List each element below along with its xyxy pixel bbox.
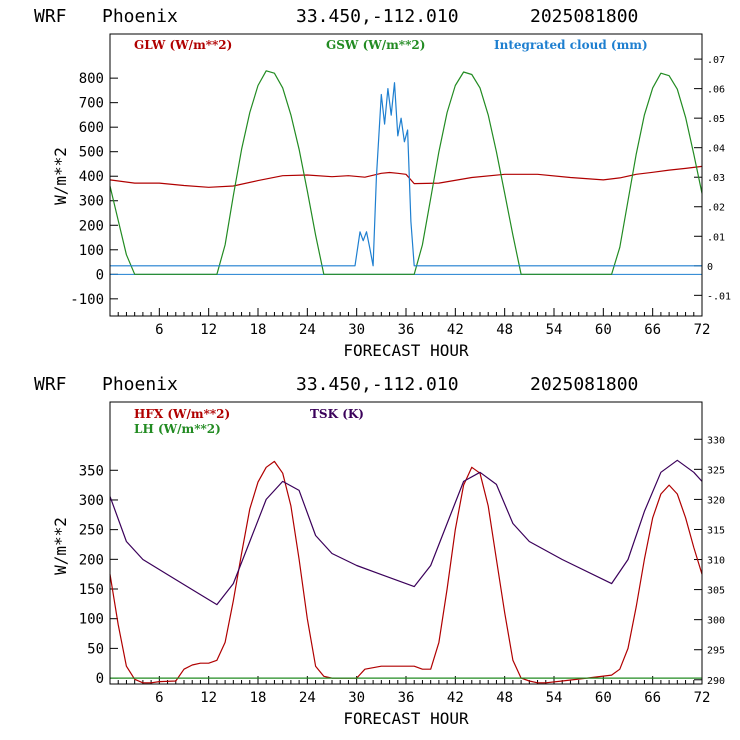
x-tick-label-1-10: 66	[644, 690, 661, 706]
x-tick-label-0-10: 66	[644, 322, 661, 338]
y2-tick-label-0-3: .02	[707, 203, 725, 214]
top-y-axis-label: W/m**2	[51, 147, 70, 205]
y-tick-label-0-5: 400	[79, 169, 104, 185]
y2-tick-label-0-7: .06	[707, 85, 725, 96]
x-tick-label-1-11: 72	[694, 690, 711, 706]
top-plot-area: 6 12 18 24 30 36 42 48 54 60 66 72 -100 0 100 200 300 400…	[70, 55, 731, 338]
legend-cloud: Integrated cloud (mm)	[494, 38, 648, 52]
bottom-y-axis-label: W/m**2	[51, 517, 70, 575]
x-tick-label-0-6: 42	[447, 322, 464, 338]
y-tick-label-1-0: 0	[96, 671, 104, 687]
legend-lh: LH (W/m**2)	[134, 422, 221, 436]
top-plot-frame	[109, 33, 703, 317]
bottom-plot-frame	[109, 401, 703, 685]
y-tick-label-0-8: 700	[79, 96, 104, 112]
header-run: 2025081800	[530, 6, 638, 27]
series-line-hfx-w-m-2	[109, 460, 703, 684]
legend-tsk: TSK (K)	[310, 407, 364, 421]
bottom-plot-area: 6 12 18 24 30 36 42 48 54 60 66 72 0 50 100 150 200 250 30…	[79, 435, 725, 706]
y-tick-label-1-1: 50	[87, 641, 104, 657]
x-tick-label-1-8: 54	[546, 690, 563, 706]
x-tick-label-1-2: 18	[250, 690, 267, 706]
y2-tick-label-0-4: .03	[707, 173, 725, 184]
y2-tick-label-0-5: .04	[707, 144, 725, 155]
y2-tick-label-1-1: 295	[707, 646, 725, 657]
x-tick-label-0-2: 18	[250, 322, 267, 338]
header-location: Phoenix	[102, 6, 178, 27]
y-tick-label-1-3: 150	[79, 582, 104, 598]
legend-glw: GLW (W/m**2)	[134, 38, 232, 52]
x-tick-label-0-8: 54	[546, 322, 563, 338]
x-tick-label-1-7: 48	[496, 690, 513, 706]
top-x-axis-label: FORECAST HOUR	[343, 341, 469, 360]
y2-tick-label-1-5: 315	[707, 525, 725, 536]
y2-tick-label-0-2: .01	[707, 232, 725, 243]
y2-tick-label-1-0: 290	[707, 676, 725, 687]
x-tick-label-1-9: 60	[595, 690, 612, 706]
x-tick-label-0-3: 24	[299, 322, 316, 338]
x-tick-label-0-1: 12	[200, 322, 217, 338]
y2-tick-label-0-6: .05	[707, 114, 725, 125]
header-coords-2: 33.450,-112.010	[296, 374, 459, 395]
y2-tick-label-1-3: 305	[707, 586, 725, 597]
header-model-2: WRF	[34, 374, 67, 395]
legend-gsw: GSW (W/m**2)	[326, 38, 425, 52]
y2-tick-label-1-4: 310	[707, 556, 725, 567]
y2-tick-label-0-8: .07	[707, 55, 725, 66]
x-tick-label-1-4: 30	[348, 690, 365, 706]
x-tick-label-1-3: 24	[299, 690, 316, 706]
y-tick-label-0-4: 300	[79, 194, 104, 210]
y-tick-label-0-2: 100	[79, 243, 104, 259]
x-tick-label-1-1: 12	[200, 690, 217, 706]
x-tick-label-0-9: 60	[595, 322, 612, 338]
y-tick-label-0-0: -100	[70, 292, 104, 308]
header-coords: 33.450,-112.010	[296, 6, 459, 27]
y-tick-label-1-2: 100	[79, 612, 104, 628]
x-tick-label-0-0: 6	[155, 322, 163, 338]
y-tick-label-1-4: 200	[79, 552, 104, 568]
y-tick-label-1-5: 250	[79, 523, 104, 539]
x-tick-label-1-5: 36	[398, 690, 415, 706]
x-tick-label-0-7: 48	[496, 322, 513, 338]
series-line-tsk-k	[109, 459, 703, 606]
header-location-2: Phoenix	[102, 374, 178, 395]
x-tick-label-0-4: 30	[348, 322, 365, 338]
chart-bottom: WRF Phoenix 33.450,-112.010 2025081800 H…	[34, 374, 725, 728]
y2-tick-label-1-2: 300	[707, 616, 725, 627]
legend-hfx: HFX (W/m**2)	[134, 407, 230, 421]
y-tick-label-1-7: 350	[79, 463, 104, 479]
y-tick-label-0-6: 500	[79, 145, 104, 161]
bottom-x-axis-label: FORECAST HOUR	[343, 709, 469, 728]
header-model: WRF	[34, 6, 67, 27]
y-tick-label-0-9: 800	[79, 71, 104, 87]
x-tick-label-0-11: 72	[694, 322, 711, 338]
series-line-gsw-w-m-2	[109, 70, 703, 275]
y2-tick-label-1-8: 330	[707, 435, 725, 446]
y-tick-label-0-7: 600	[79, 120, 104, 136]
header-run-2: 2025081800	[530, 374, 638, 395]
series-line-glw-w-m-2	[109, 165, 703, 188]
y2-tick-label-0-0: -.01	[707, 291, 731, 302]
y-tick-label-0-3: 200	[79, 218, 104, 234]
chart-top: WRF Phoenix 33.450,-112.010 2025081800 G…	[34, 6, 731, 360]
y2-tick-label-1-6: 320	[707, 495, 725, 506]
x-tick-label-1-0: 6	[155, 690, 163, 706]
y2-tick-label-1-7: 325	[707, 465, 725, 476]
y-tick-label-0-1: 0	[96, 267, 104, 283]
y2-tick-label-0-1: 0	[707, 262, 713, 273]
x-tick-label-1-6: 42	[447, 690, 464, 706]
x-tick-label-0-5: 36	[398, 322, 415, 338]
series-line-integrated-cloud-mm	[110, 82, 702, 267]
y-tick-label-1-6: 300	[79, 493, 104, 509]
